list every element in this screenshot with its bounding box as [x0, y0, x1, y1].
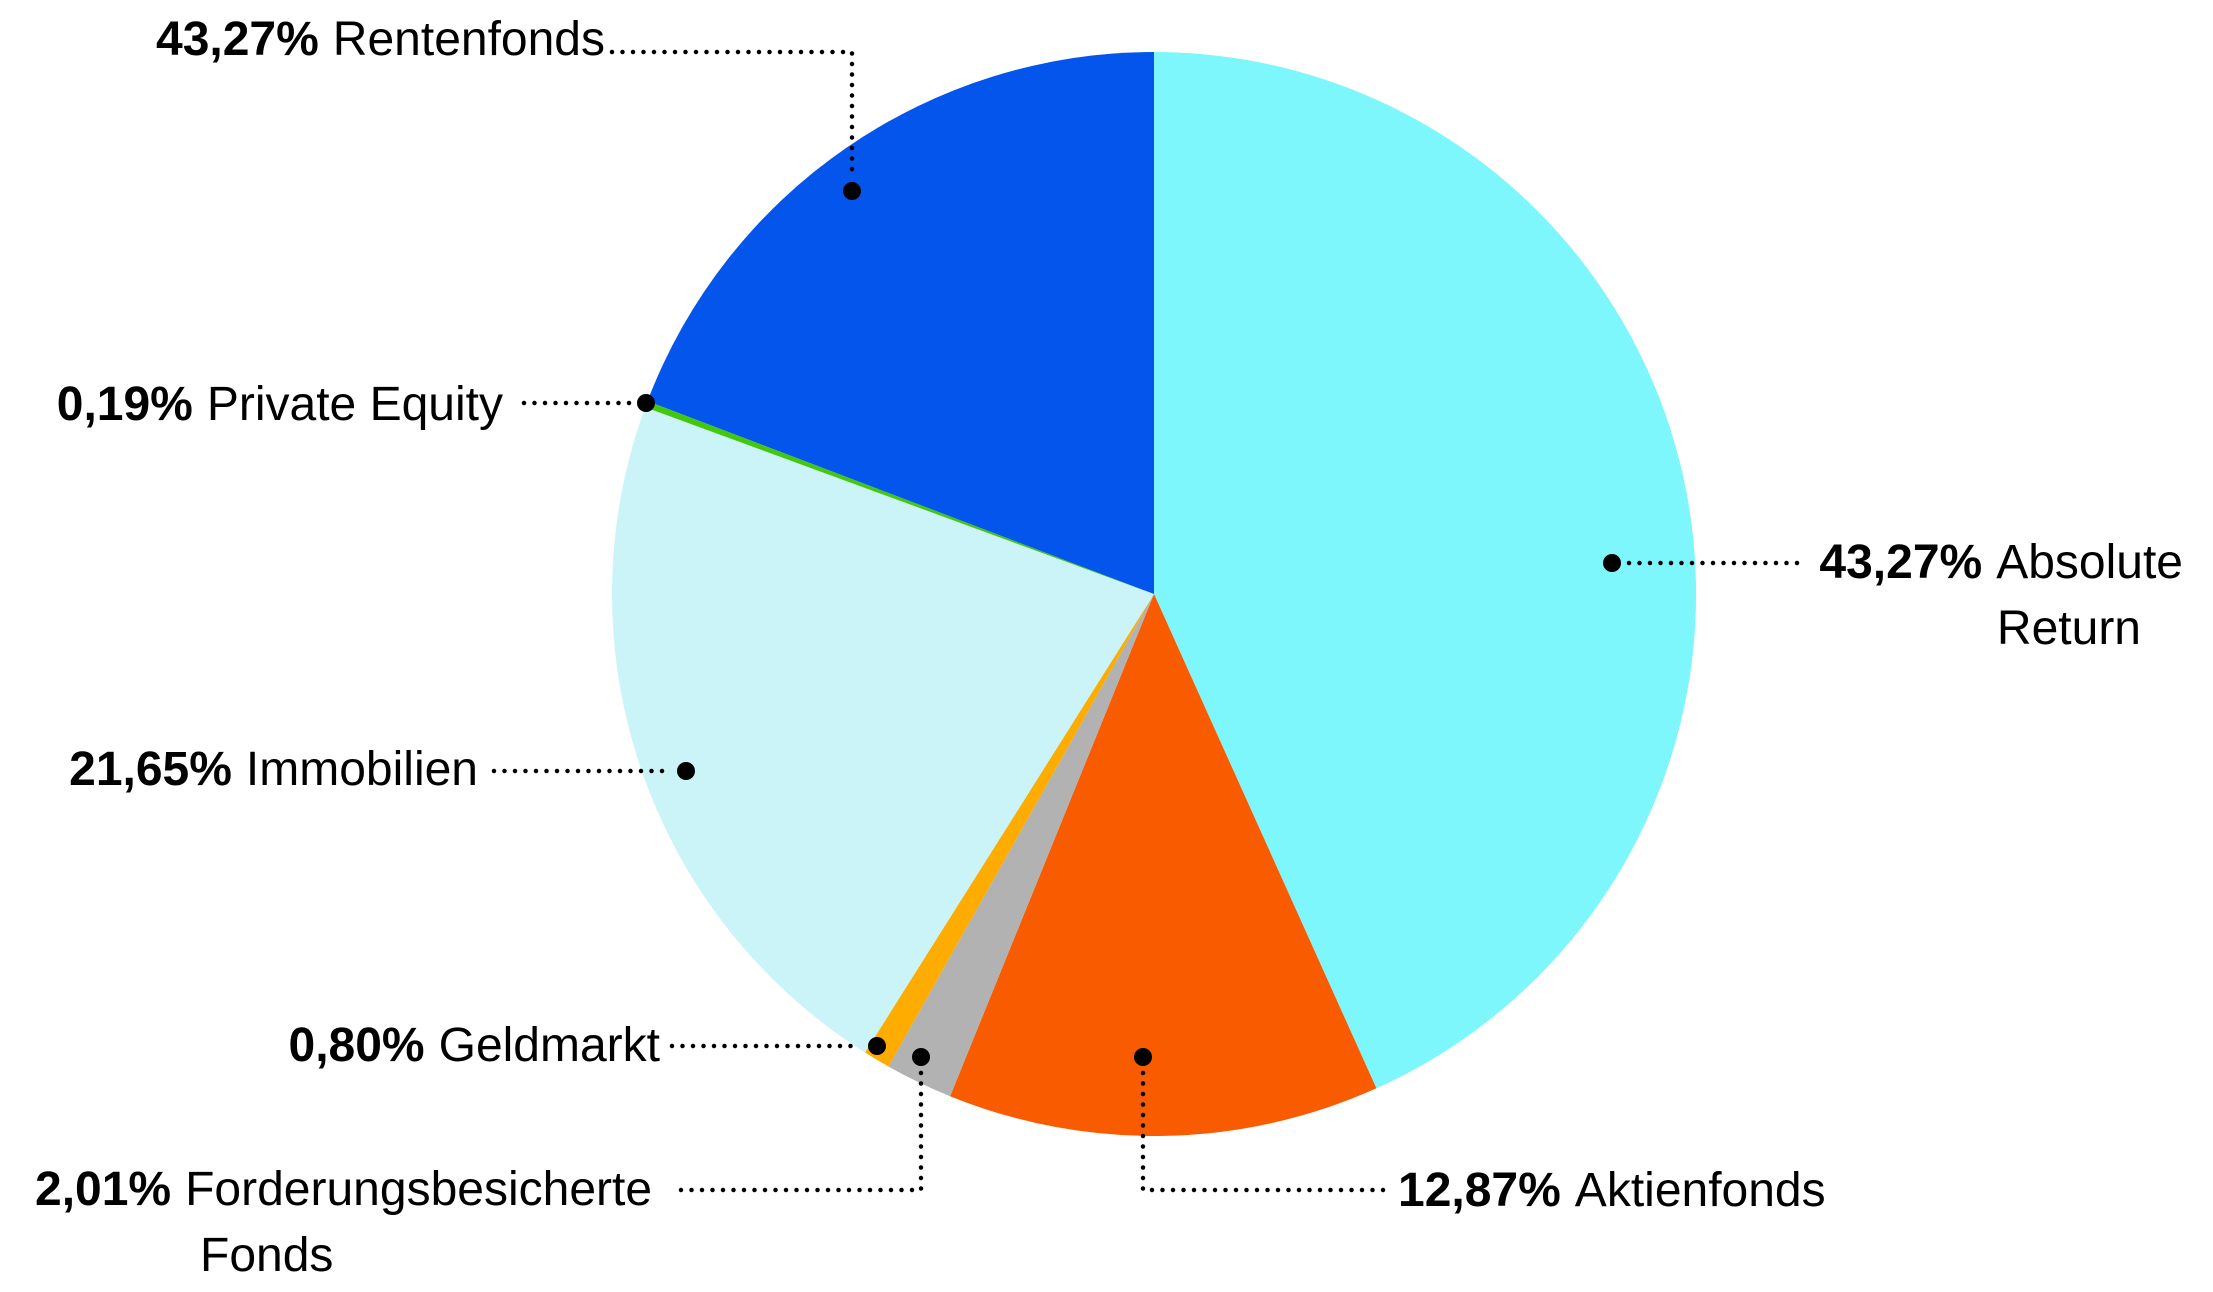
category-name: Fonds: [200, 1229, 334, 1282]
label-line-2: Fonds: [200, 1223, 652, 1289]
label-rentenfonds: 43,27% Rentenfonds: [156, 12, 605, 68]
anchor-dot-aktienfonds: [1134, 1048, 1152, 1066]
anchor-dot-forderungsbesicherte-fonds: [912, 1048, 930, 1066]
pie-slice-private-equity: [645, 401, 1154, 594]
category-name: Absolute: [1996, 536, 2183, 589]
pie-slice-absolute-return: [1154, 51, 1697, 1089]
category-name: Aktienfonds: [1574, 1164, 1826, 1217]
label-private-equity: 0,19% Private Equity: [57, 377, 503, 433]
percent-value: 12,87%: [1398, 1164, 1561, 1217]
anchor-dot-absolute-return: [1603, 554, 1621, 572]
anchor-dot-private-equity: [637, 394, 655, 412]
leader-line-aktienfonds: [1140, 1070, 1389, 1193]
leader-line-forderungsbesicherte-fonds: [675, 1070, 924, 1193]
category-name: Rentenfonds: [332, 13, 605, 66]
percent-value: 2,01%: [35, 1163, 172, 1216]
label-line-1: 43,27% Absolute: [1819, 530, 2183, 596]
pie-slice-aktienfonds: [950, 594, 1377, 1137]
label-immobilien: 21,65% Immobilien: [69, 742, 478, 798]
label-absolute-return: 43,27% Absolute Return: [1819, 530, 2183, 662]
label-forderungsbesicherte-fonds: 2,01% Forderungsbesicherte Fonds: [35, 1157, 652, 1289]
percent-value: 21,65%: [69, 743, 232, 796]
category-name: Immobilien: [245, 743, 478, 796]
label-geldmarkt: 0,80% Geldmarkt: [289, 1018, 661, 1074]
percent-value: 43,27%: [156, 13, 319, 66]
category-name: Geldmarkt: [438, 1019, 660, 1072]
category-name: Return: [1996, 602, 2141, 655]
label-line-2: Return: [1819, 596, 2183, 662]
pie-slice-immobilien: [612, 407, 1154, 1053]
pie-slice-rentenfonds: [647, 52, 1154, 594]
percent-value: 0,19%: [56, 378, 193, 431]
anchor-dot-geldmarkt: [868, 1037, 886, 1055]
anchor-dot-immobilien: [677, 762, 695, 780]
pie-slice-geldmarkt: [865, 594, 1154, 1067]
anchor-dot-rentenfonds: [843, 182, 861, 200]
label-line-1: 2,01% Forderungsbesicherte: [35, 1157, 652, 1223]
label-aktienfonds: 12,87% Aktienfonds: [1398, 1163, 1826, 1219]
category-name: Forderungsbesicherte: [185, 1163, 653, 1216]
category-name: Private Equity: [206, 378, 503, 431]
percent-value: 0,80%: [288, 1019, 425, 1072]
leader-line-rentenfonds: [609, 49, 855, 181]
pie-slice-forderungsbesicherte-fonds: [888, 594, 1154, 1097]
percent-value: 43,27%: [1819, 536, 1983, 589]
